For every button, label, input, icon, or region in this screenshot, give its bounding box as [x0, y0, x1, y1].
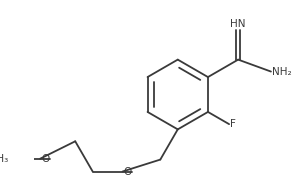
Text: O: O — [41, 154, 49, 164]
Text: CH₃: CH₃ — [0, 154, 9, 164]
Text: O: O — [123, 167, 132, 177]
Text: F: F — [230, 119, 236, 129]
Text: NH₂: NH₂ — [272, 67, 292, 77]
Text: HN: HN — [230, 19, 246, 29]
